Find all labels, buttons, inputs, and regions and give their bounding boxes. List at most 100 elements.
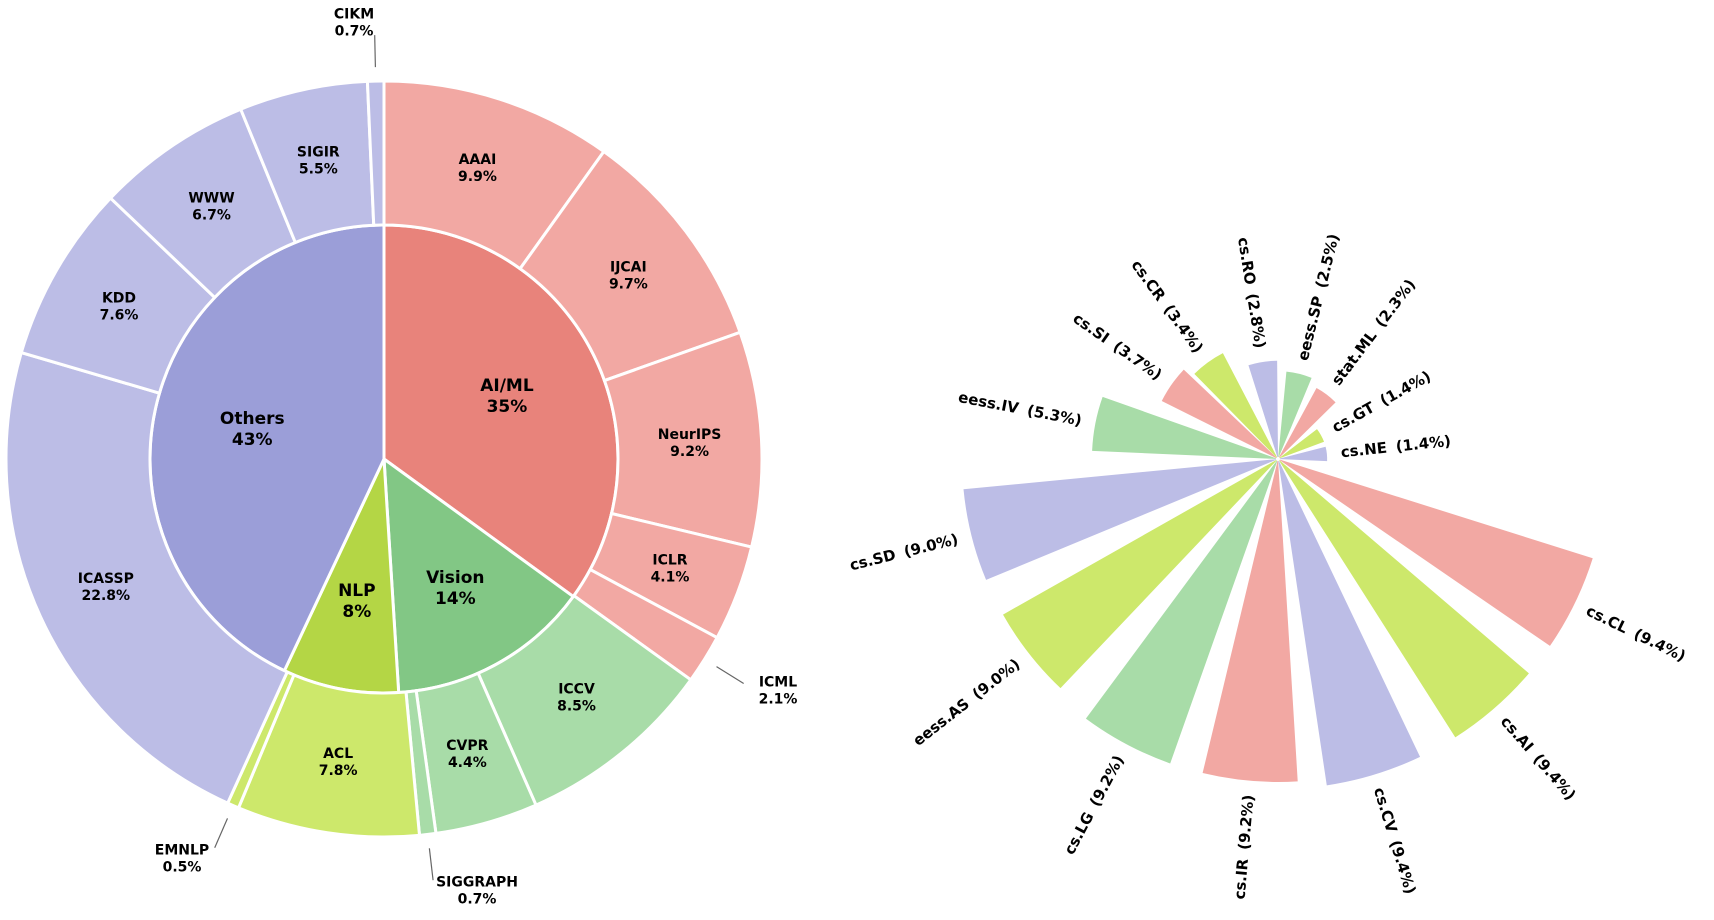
- outer-label-neurips-name: NeurIPS: [658, 427, 722, 443]
- polar-label-category: cs.CV: [1370, 785, 1401, 835]
- polar-label-category: stat.ML: [1327, 326, 1380, 388]
- outer-label-iccv-name: ICCV: [558, 681, 595, 697]
- inner-label-vision: Vision 14%: [426, 568, 484, 609]
- outer-label-icassp-percent: 22.8%: [82, 588, 131, 604]
- polar-label-category: eess.SP: [1293, 294, 1326, 362]
- polar-bar-eess-sp: [1278, 371, 1312, 458]
- polar-bar-cs-ne: [1279, 446, 1328, 462]
- outer-label-icassp: ICASSP 22.8%: [78, 571, 134, 604]
- polar-bar-cs-cr: [1194, 353, 1278, 458]
- outer-label-ijcai-percent: 9.7%: [609, 276, 648, 292]
- polar-label-eess-as: eess.AS(9.0%): [909, 655, 1023, 750]
- polar-bar-eess-iv: [1092, 396, 1277, 459]
- callout-line-siggraph: [428, 848, 434, 881]
- polar-label-percent: (1.4%): [1395, 431, 1452, 455]
- inner-label-nlp-name: NLP: [338, 581, 376, 601]
- polar-bar-cs-si: [1161, 369, 1277, 459]
- polar-label-category: cs.CR: [1128, 256, 1170, 304]
- polar-bar-eess-as: [1003, 459, 1277, 689]
- polar-label-category: cs.SI: [1070, 309, 1113, 347]
- callout-line-cikm: [374, 35, 376, 68]
- outer-label-emnlp-percent: 0.5%: [163, 860, 202, 876]
- outer-label-iccv: ICCV 8.5%: [557, 681, 596, 714]
- polar-label-cs-ir: cs.IR (9.2%): [1230, 794, 1257, 900]
- inner-label-ai-ml-name: AI/ML: [480, 376, 534, 396]
- polar-label-percent: (9.0%): [969, 655, 1024, 703]
- callout-line-emnlp: [214, 818, 229, 848]
- polar-label-percent: (3.7%): [1110, 337, 1166, 383]
- polar-label-category: cs.IR: [1230, 857, 1252, 900]
- polar-bar-cs-lg: [1085, 460, 1278, 764]
- polar-label-percent: (2.8%): [1243, 292, 1269, 349]
- polar-label-category: cs.AI: [1497, 712, 1537, 755]
- polar-label-category: cs.SD: [848, 545, 898, 574]
- outer-label-iccv-percent: 8.5%: [557, 698, 596, 714]
- polar-label-category: cs.GT: [1329, 398, 1378, 436]
- polar-label-cs-cv: cs.CV(9.4%): [1370, 785, 1420, 896]
- polar-bar-cs-ir: [1202, 460, 1298, 782]
- outer-wedge-icassp: [4, 350, 290, 806]
- outer-label-www: WWW 6.7%: [188, 191, 234, 224]
- polar-label-percent: (9.4%): [1530, 750, 1580, 804]
- inner-label-vision-percent: 14%: [435, 589, 476, 609]
- polar-label-eess-iv: eess.IV (5.3%): [957, 388, 1084, 430]
- outer-label-cikm-name: CIKM: [334, 7, 374, 23]
- outer-label-sigir-name: SIGIR: [297, 145, 340, 161]
- polar-label-cs-ro: cs.RO (2.8%): [1234, 236, 1269, 350]
- outer-label-kdd: KDD 7.6%: [100, 291, 139, 324]
- polar-bar-cs-ai: [1279, 460, 1529, 738]
- polar-label-percent: (9.4%): [1631, 625, 1689, 665]
- polar-bar-cs-cv: [1278, 460, 1421, 786]
- outer-label-icml-name: ICML: [759, 675, 797, 691]
- outer-label-acl: ACL 7.8%: [319, 746, 358, 779]
- polar-label-percent: (9.2%): [1085, 752, 1127, 809]
- polar-label-percent: (1.4%): [1377, 367, 1434, 410]
- polar-bar-chart: cs.CL(9.4%)cs.AI(9.4%)cs.CV(9.4%)cs.IR(9…: [848, 232, 1689, 900]
- polar-label-percent: (9.0%): [902, 530, 960, 561]
- inner-label-nlp-percent: 8%: [342, 602, 371, 622]
- inner-label-others: Others 43%: [220, 409, 285, 450]
- outer-label-neurips: NeurIPS 9.2%: [658, 427, 722, 460]
- outer-label-www-name: WWW: [188, 191, 234, 207]
- inner-label-nlp: NLP 8%: [338, 581, 376, 622]
- outer-label-iclr: ICLR 4.1%: [651, 552, 690, 585]
- polar-label-cs-ne: cs.NE (1.4%): [1340, 431, 1452, 460]
- outer-label-siggraph: SIGGRAPH 0.7%: [436, 875, 518, 908]
- outer-label-cikm-percent: 0.7%: [335, 24, 374, 40]
- outer-label-cikm: CIKM 0.7%: [334, 7, 374, 40]
- outer-label-acl-name: ACL: [323, 746, 353, 762]
- polar-label-category: cs.RO: [1234, 236, 1259, 286]
- outer-label-acl-percent: 7.8%: [319, 763, 358, 779]
- outer-label-cvpr-name: CVPR: [446, 738, 488, 754]
- outer-label-iclr-percent: 4.1%: [651, 569, 690, 585]
- outer-wedge-cikm: [365, 79, 386, 227]
- outer-label-neurips-percent: 9.2%: [670, 444, 709, 460]
- polar-label-percent: (2.3%): [1371, 275, 1419, 330]
- polar-label-category: eess.IV: [957, 388, 1021, 417]
- polar-label-cs-si: cs.SI(3.7%): [1070, 309, 1166, 384]
- polar-label-percent: (9.4%): [1387, 838, 1420, 896]
- outer-label-icassp-name: ICASSP: [78, 571, 134, 587]
- inner-label-vision-name: Vision: [426, 568, 484, 588]
- polar-label-category: cs.LG: [1060, 809, 1097, 858]
- outer-label-cvpr-percent: 4.4%: [448, 755, 487, 771]
- polar-label-cs-ai: cs.AI(9.4%): [1497, 712, 1579, 803]
- outer-label-aaai: AAAI 9.9%: [458, 152, 497, 185]
- outer-label-icml-percent: 2.1%: [759, 692, 798, 708]
- outer-label-emnlp: EMNLP 0.5%: [155, 843, 209, 876]
- polar-label-category: cs.CL: [1583, 601, 1631, 637]
- outer-label-www-percent: 6.7%: [192, 208, 231, 224]
- callout-line-icml: [716, 666, 744, 685]
- polar-bar-cs-sd: [963, 459, 1277, 580]
- polar-label-percent: (3.4%): [1160, 301, 1207, 356]
- polar-bar-cs-ro: [1248, 360, 1278, 458]
- outer-label-sigir: SIGIR 5.5%: [297, 145, 340, 178]
- polar-label-category: eess.AS: [909, 694, 972, 749]
- outer-label-siggraph-percent: 0.7%: [458, 892, 497, 908]
- sunburst-chart: AI/ML 35% Vision 14% NLP 8% Others 43% AAAI 9.9% I…: [4, 7, 798, 908]
- outer-label-aaai-name: AAAI: [459, 152, 497, 168]
- polar-label-category: cs.NE: [1340, 438, 1388, 461]
- outer-label-icml: ICML 2.1%: [759, 675, 798, 708]
- outer-label-sigir-percent: 5.5%: [299, 162, 338, 178]
